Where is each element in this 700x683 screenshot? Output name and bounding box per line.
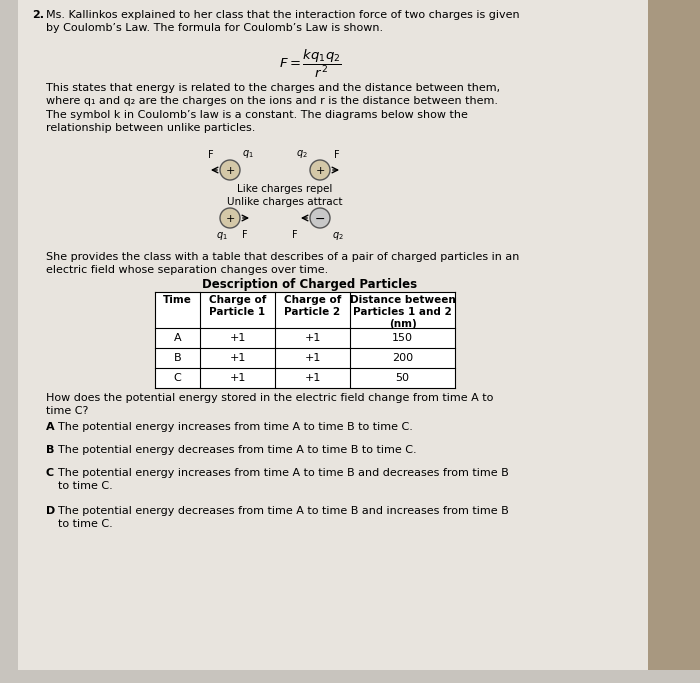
Text: B: B [174, 353, 181, 363]
Text: 50: 50 [395, 373, 409, 383]
Text: −: − [315, 212, 326, 225]
Text: Description of Charged Particles: Description of Charged Particles [202, 278, 418, 291]
Text: F: F [293, 230, 298, 240]
Text: Charge of
Particle 1: Charge of Particle 1 [209, 295, 266, 317]
Text: Distance between
Particles 1 and 2
(nm): Distance between Particles 1 and 2 (nm) [349, 295, 456, 329]
Text: 150: 150 [392, 333, 413, 343]
Bar [155, 292, 455, 388]
Text: The potential energy increases from time A to time B to time C.: The potential energy increases from time… [58, 422, 413, 432]
Text: B: B [46, 445, 55, 455]
Circle shape [220, 208, 240, 228]
Text: $q_1$: $q_1$ [242, 148, 254, 160]
Text: +: + [225, 214, 234, 224]
Bar [648, 0, 700, 670]
Text: The potential energy decreases from time A to time B and increases from time B
t: The potential energy decreases from time… [58, 506, 509, 529]
Text: $q_1$: $q_1$ [216, 230, 228, 242]
Text: Time: Time [163, 295, 192, 305]
Text: 2.: 2. [32, 10, 44, 20]
Text: +1: +1 [304, 333, 321, 343]
Text: $F = \dfrac{kq_1q_2}{r^2}$: $F = \dfrac{kq_1q_2}{r^2}$ [279, 48, 342, 81]
Text: F: F [208, 150, 213, 160]
Text: Like charges repel
Unlike charges attract: Like charges repel Unlike charges attrac… [228, 184, 343, 207]
Text: A: A [46, 422, 55, 432]
Text: Ms. Kallinkos explained to her class that the interaction force of two charges i: Ms. Kallinkos explained to her class tha… [46, 10, 519, 33]
Text: This states that energy is related to the charges and the distance between them,: This states that energy is related to th… [46, 83, 500, 133]
Text: +: + [225, 166, 234, 176]
Text: C: C [46, 468, 54, 478]
Text: The potential energy decreases from time A to time B to time C.: The potential energy decreases from time… [58, 445, 417, 455]
Text: +1: +1 [230, 373, 246, 383]
Text: How does the potential energy stored in the electric field change from time A to: How does the potential energy stored in … [46, 393, 494, 417]
Text: Charge of
Particle 2: Charge of Particle 2 [284, 295, 341, 317]
Text: C: C [174, 373, 181, 383]
Text: D: D [46, 506, 55, 516]
Text: +1: +1 [304, 353, 321, 363]
Text: F: F [334, 150, 340, 160]
Circle shape [310, 208, 330, 228]
Text: +1: +1 [230, 333, 246, 343]
Circle shape [220, 160, 240, 180]
Text: 200: 200 [392, 353, 413, 363]
Text: The potential energy increases from time A to time B and decreases from time B
t: The potential energy increases from time… [58, 468, 509, 491]
Text: $q_2$: $q_2$ [332, 230, 344, 242]
Circle shape [310, 160, 330, 180]
Text: F: F [242, 230, 248, 240]
Text: She provides the class with a table that describes of a pair of charged particle: She provides the class with a table that… [46, 252, 519, 275]
Text: A: A [174, 333, 181, 343]
Text: +1: +1 [304, 373, 321, 383]
Text: +1: +1 [230, 353, 246, 363]
Text: $q_2$: $q_2$ [296, 148, 308, 160]
Text: +: + [315, 166, 325, 176]
